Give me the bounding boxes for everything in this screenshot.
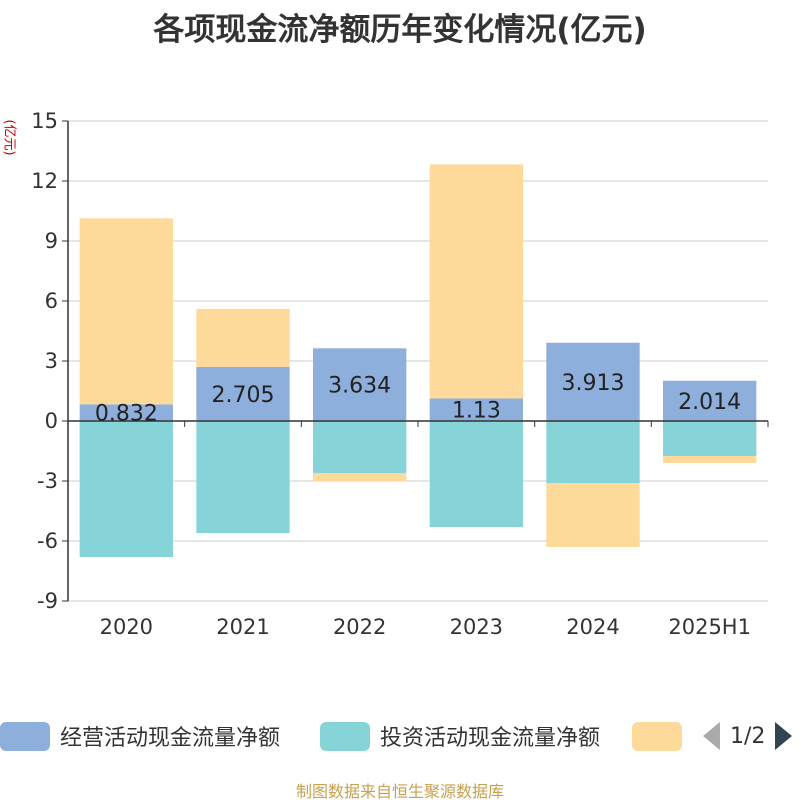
data-labels: 0.832 2.705 3.634 1.13 3.913 2.014 [95, 371, 741, 427]
legend-label-operating: 经营活动现金流量净额 [60, 726, 281, 751]
axes: 15 12 9 6 3 0 -3 -6 -9 2020 2021 2022 2023 2024 2025H1 [31, 109, 769, 639]
legend-label-investing: 投资活动现金流量净额 [380, 726, 601, 751]
bar-series2-2020 [79, 421, 173, 557]
bar-series1-2025H1 [663, 380, 757, 421]
bar-chart: 15 12 9 6 3 0 -3 -6 -9 2020 2021 2022 2023 2024 2025H1… [31, 109, 769, 639]
data-label-2024: 3.913 [562, 371, 625, 396]
bar-series1-2021 [196, 366, 290, 421]
legend-swatch-financing [632, 721, 682, 751]
y-tick-label: 3 [45, 349, 58, 373]
gridlines [68, 120, 768, 602]
x-tick-label: 2025H1 [668, 615, 751, 639]
y-tick-label: -6 [37, 529, 58, 553]
bar-series3-2020 [79, 218, 173, 405]
bar-series3-2024 [546, 483, 640, 547]
bar-series3-2023 [429, 164, 523, 399]
data-label-2021: 2.705 [212, 383, 275, 408]
legend-prev-arrow-icon[interactable] [703, 722, 720, 750]
bar-series2-2023 [429, 421, 523, 527]
bar-series1-2020 [79, 404, 173, 421]
bar-series2-2024 [546, 421, 640, 483]
data-source-note: 制图数据来自恒生聚源数据库 [295, 782, 504, 801]
x-tick-label: 2024 [566, 615, 619, 639]
data-label-2025H1: 2.014 [678, 390, 741, 415]
y-tick-label: 9 [45, 229, 58, 253]
legend: 经营活动现金流量净额 投资活动现金流量净额 1/2 [0, 716, 800, 756]
y-tick-label: 12 [31, 169, 58, 193]
legend-item-financing[interactable] [632, 716, 682, 756]
legend-next-arrow-icon[interactable] [775, 722, 793, 750]
chart-title: 各项现金流净额历年变化情况(亿元) [153, 12, 647, 48]
legend-page-indicator: 1/2 [730, 723, 766, 749]
bar-series3-2021 [196, 308, 290, 367]
bar-series2-2025H1 [663, 421, 757, 456]
x-tick-label: 2023 [450, 615, 503, 639]
bar-series2-2021 [196, 421, 290, 533]
bar-series1-2022 [313, 348, 407, 421]
legend-swatch-investing [320, 721, 370, 751]
data-label-2022: 3.634 [328, 374, 391, 399]
x-tick-label: 2021 [216, 615, 269, 639]
legend-pager: 1/2 [703, 716, 793, 756]
data-label-2023: 1.13 [452, 399, 501, 424]
y-tick-label: -3 [37, 469, 58, 493]
legend-item-operating[interactable]: 经营活动现金流量净额 [0, 716, 280, 756]
bars [79, 164, 757, 557]
y-tick-label: 15 [31, 109, 58, 133]
y-tick-label: 0 [45, 409, 58, 433]
bar-series1-2023 [429, 398, 523, 421]
legend-swatch-operating [0, 721, 50, 751]
y-tick-label: -9 [37, 589, 58, 613]
bar-series3-2022 [313, 473, 407, 481]
legend-item-investing[interactable]: 投资活动现金流量净额 [320, 716, 600, 756]
y-tick-label: 6 [45, 289, 58, 313]
bar-series1-2024 [546, 342, 640, 421]
bar-series2-2022 [313, 421, 407, 473]
x-tick-label: 2020 [100, 615, 153, 639]
bar-series3-2025H1 [663, 456, 757, 463]
data-label-2020: 0.832 [95, 402, 158, 427]
x-tick-label: 2022 [333, 615, 386, 639]
